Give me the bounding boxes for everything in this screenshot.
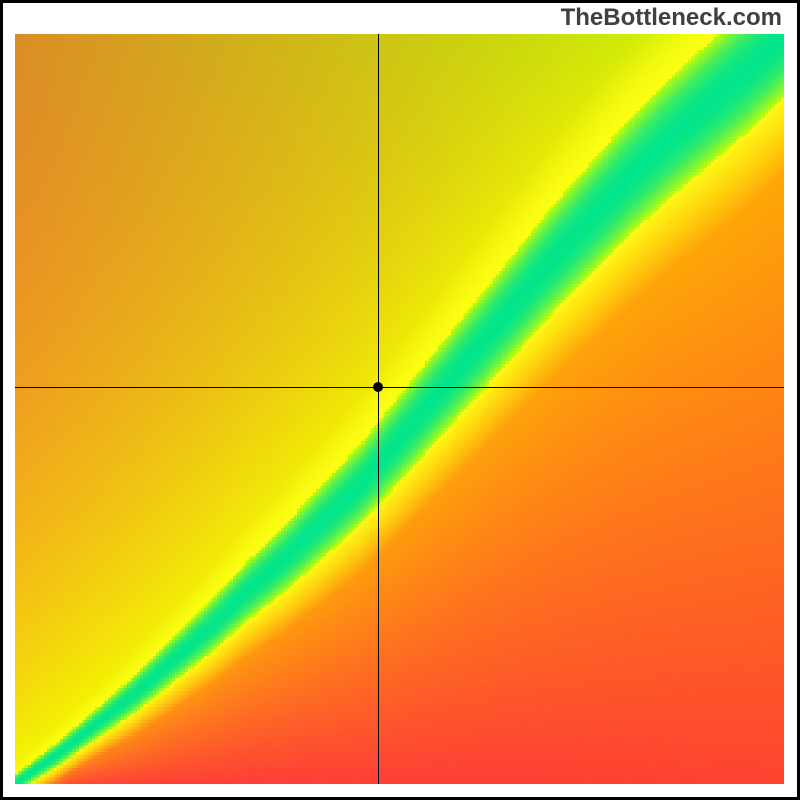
chart-container: TheBottleneck.com bbox=[0, 0, 800, 800]
heatmap-canvas bbox=[15, 34, 784, 784]
marker-dot bbox=[373, 382, 383, 392]
watermark-text: TheBottleneck.com bbox=[561, 4, 782, 32]
plot-area bbox=[15, 34, 784, 784]
crosshair-vertical bbox=[378, 34, 379, 784]
crosshair-horizontal bbox=[15, 387, 784, 388]
